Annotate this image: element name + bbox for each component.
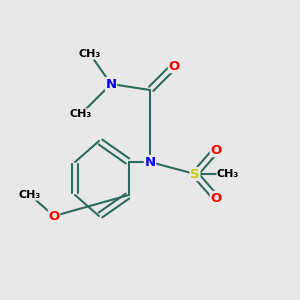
Text: CH₃: CH₃ bbox=[79, 49, 101, 59]
Text: O: O bbox=[210, 143, 222, 157]
Text: CH₃: CH₃ bbox=[70, 109, 92, 119]
Text: S: S bbox=[190, 167, 200, 181]
Text: N: N bbox=[144, 155, 156, 169]
Text: CH₃: CH₃ bbox=[19, 190, 41, 200]
Text: O: O bbox=[48, 209, 60, 223]
Text: O: O bbox=[210, 191, 222, 205]
Text: O: O bbox=[168, 59, 180, 73]
Text: N: N bbox=[105, 77, 117, 91]
Text: CH₃: CH₃ bbox=[217, 169, 239, 179]
